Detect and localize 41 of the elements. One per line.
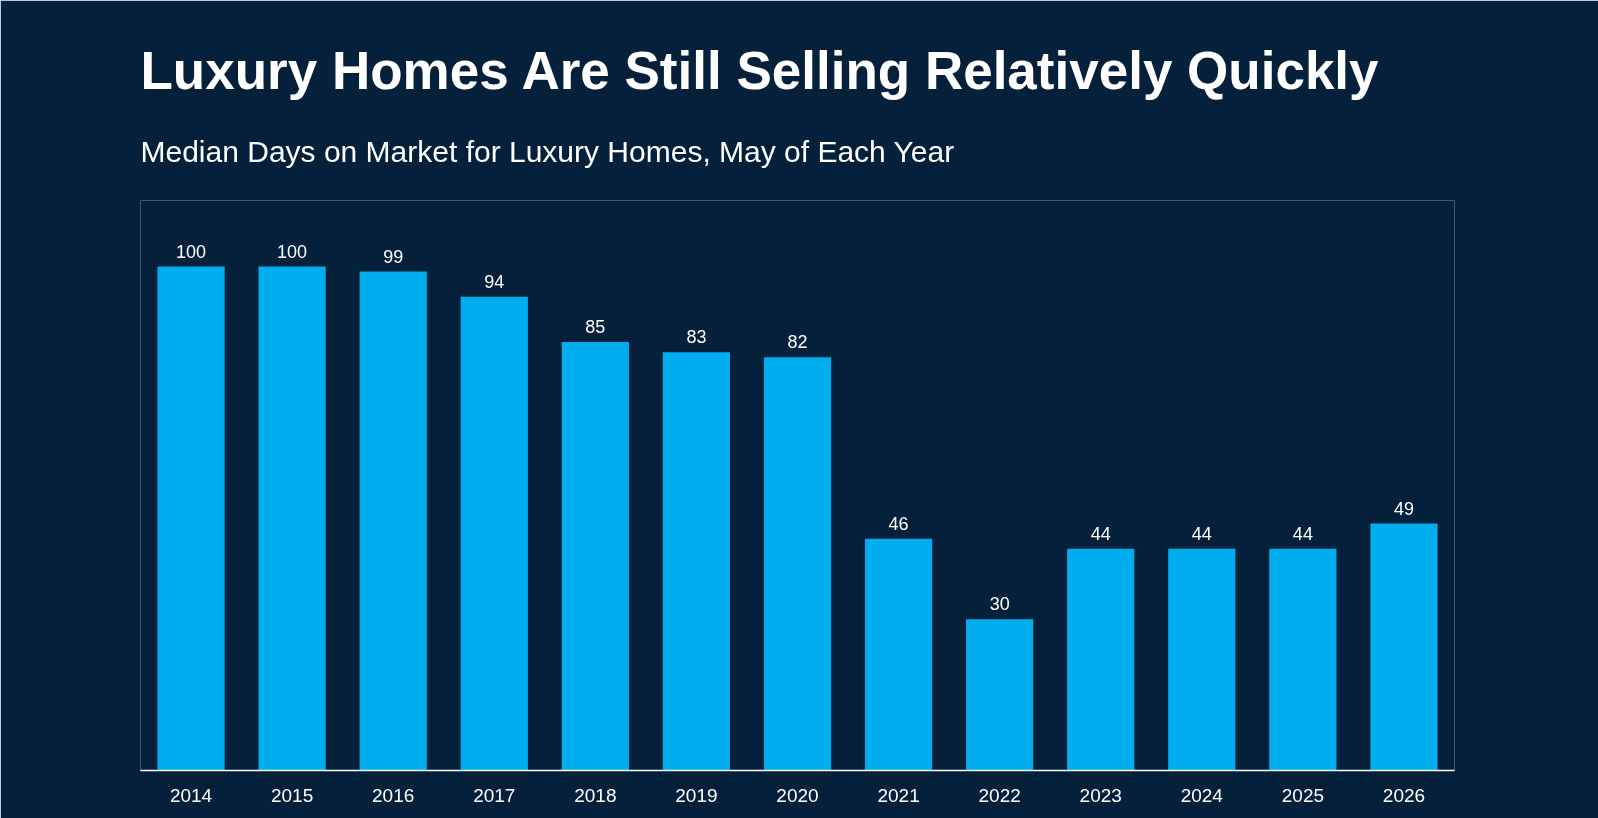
bar — [1370, 523, 1438, 771]
x-tick-label: 2026 — [1382, 784, 1426, 806]
bar — [1168, 548, 1236, 771]
data-label: 46 — [888, 513, 909, 534]
x-tick-label: 2020 — [776, 784, 819, 806]
x-tick-label: 2019 — [675, 784, 718, 806]
x-tick-label: 2014 — [169, 784, 213, 806]
x-tick-label: 2025 — [1281, 784, 1325, 806]
bar — [460, 296, 528, 771]
chart-subtitle: Median Days on Market for Luxury Homes, May of Each Year — [140, 134, 955, 168]
x-tick-label: 2017 — [473, 784, 516, 806]
bar — [662, 352, 731, 771]
bar — [157, 266, 225, 771]
data-label: 100 — [176, 241, 207, 262]
data-label: 30 — [989, 594, 1010, 615]
bar — [258, 266, 326, 771]
bar — [1067, 548, 1135, 771]
x-tick-label: 2023 — [1079, 784, 1122, 806]
data-label: 83 — [686, 327, 707, 348]
data-label: 44 — [1090, 523, 1111, 544]
chart-title: Luxury Homes Are Still Selling Relatively Quickly — [140, 40, 1380, 100]
x-tick-label: 2016 — [372, 784, 415, 806]
data-label: 99 — [383, 246, 404, 267]
data-label: 82 — [787, 332, 808, 353]
data-label: 44 — [1191, 523, 1212, 544]
bar — [359, 271, 427, 771]
x-tick-label: 2022 — [978, 784, 1021, 806]
data-label: 49 — [1393, 498, 1414, 519]
data-label: 94 — [484, 271, 505, 292]
bar — [966, 619, 1034, 771]
data-label: 100 — [277, 241, 308, 262]
x-tick-label: 2015 — [270, 784, 314, 806]
bar — [763, 357, 832, 771]
x-tick-label: 2021 — [877, 784, 920, 806]
x-tick-label: 2018 — [574, 784, 617, 806]
bar — [864, 538, 933, 771]
data-label: 44 — [1292, 523, 1313, 544]
x-tick-label: 2024 — [1180, 784, 1224, 806]
bar — [1269, 548, 1337, 771]
bar — [561, 342, 629, 771]
data-label: 85 — [585, 317, 606, 338]
